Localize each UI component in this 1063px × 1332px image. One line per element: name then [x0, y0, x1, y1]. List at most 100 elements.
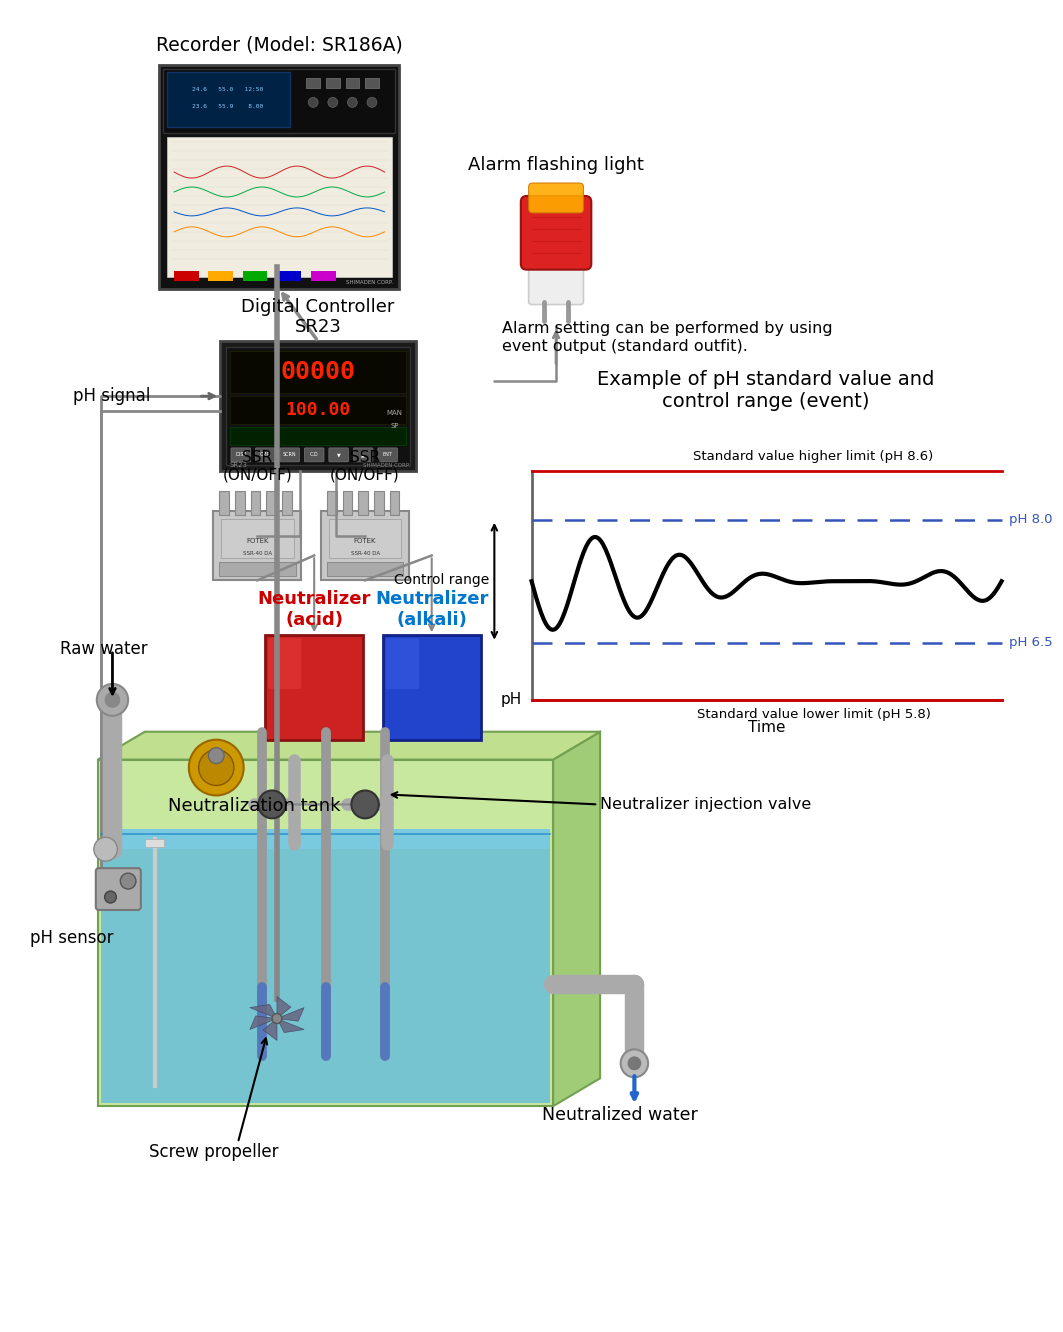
- FancyBboxPatch shape: [164, 68, 395, 133]
- Text: ▲: ▲: [361, 453, 365, 457]
- FancyBboxPatch shape: [265, 635, 364, 739]
- Text: FOTEK: FOTEK: [247, 538, 269, 543]
- Bar: [219, 562, 296, 577]
- FancyBboxPatch shape: [268, 638, 302, 689]
- Bar: [145, 839, 165, 847]
- Text: FOTEK: FOTEK: [354, 538, 376, 543]
- Text: pH 6.5: pH 6.5: [1010, 637, 1053, 649]
- Text: Neutralizer
(alkali): Neutralizer (alkali): [375, 590, 488, 629]
- Bar: [374, 490, 384, 514]
- FancyBboxPatch shape: [230, 396, 406, 424]
- Bar: [277, 270, 302, 281]
- FancyBboxPatch shape: [383, 635, 480, 739]
- Bar: [327, 562, 403, 577]
- FancyBboxPatch shape: [167, 137, 391, 277]
- Circle shape: [308, 97, 318, 108]
- Bar: [266, 490, 276, 514]
- Circle shape: [97, 683, 129, 715]
- Text: Neutralizer injection valve: Neutralizer injection valve: [601, 797, 811, 813]
- Text: SR23: SR23: [230, 462, 248, 468]
- Text: Neutralization tank: Neutralization tank: [168, 798, 341, 815]
- FancyBboxPatch shape: [328, 448, 349, 462]
- Text: 24.6   55.0   12:50: 24.6 55.0 12:50: [192, 87, 264, 92]
- Polygon shape: [250, 1004, 277, 1019]
- Circle shape: [94, 838, 117, 862]
- Text: Neutralizer
(acid): Neutralizer (acid): [257, 590, 371, 629]
- Polygon shape: [263, 1019, 277, 1040]
- Circle shape: [621, 1050, 648, 1078]
- FancyBboxPatch shape: [230, 428, 406, 445]
- Circle shape: [208, 747, 224, 763]
- Bar: [306, 79, 320, 88]
- FancyBboxPatch shape: [377, 448, 398, 462]
- Circle shape: [104, 691, 120, 707]
- Text: Alarm flashing light: Alarm flashing light: [468, 156, 644, 174]
- FancyBboxPatch shape: [304, 448, 324, 462]
- Text: ENT: ENT: [383, 453, 392, 457]
- Circle shape: [272, 1014, 282, 1023]
- FancyBboxPatch shape: [159, 64, 400, 289]
- Polygon shape: [277, 1007, 304, 1022]
- FancyBboxPatch shape: [230, 352, 406, 393]
- Bar: [219, 490, 229, 514]
- Bar: [235, 490, 244, 514]
- Text: DISP: DISP: [235, 453, 247, 457]
- Polygon shape: [277, 996, 291, 1019]
- Text: SSR-40 DA: SSR-40 DA: [351, 551, 379, 555]
- Circle shape: [352, 790, 378, 818]
- Text: pH: pH: [501, 693, 522, 707]
- Bar: [342, 490, 352, 514]
- FancyBboxPatch shape: [220, 341, 416, 470]
- Text: SP: SP: [390, 424, 399, 429]
- Text: pH 8.0: pH 8.0: [1010, 513, 1053, 526]
- FancyBboxPatch shape: [96, 868, 141, 910]
- Text: C.D: C.D: [310, 453, 319, 457]
- Circle shape: [104, 891, 116, 903]
- FancyBboxPatch shape: [386, 638, 419, 689]
- Text: SCRN: SCRN: [283, 453, 297, 457]
- FancyBboxPatch shape: [521, 196, 591, 269]
- Circle shape: [120, 874, 136, 888]
- FancyBboxPatch shape: [255, 448, 275, 462]
- Circle shape: [367, 97, 377, 108]
- Text: pH sensor: pH sensor: [30, 928, 114, 947]
- Polygon shape: [98, 731, 601, 759]
- Text: Neutralized water: Neutralized water: [542, 1106, 697, 1124]
- Text: CMP: CMP: [260, 453, 270, 457]
- Text: Screw propeller: Screw propeller: [149, 1143, 279, 1162]
- Bar: [389, 490, 400, 514]
- Text: Control range: Control range: [394, 573, 489, 587]
- Bar: [282, 490, 291, 514]
- Text: Raw water: Raw water: [60, 641, 147, 658]
- Text: 100.00: 100.00: [286, 401, 351, 420]
- Bar: [358, 490, 368, 514]
- Text: Time: Time: [748, 719, 786, 735]
- Bar: [328, 518, 402, 558]
- Bar: [221, 518, 293, 558]
- Text: Digital Controller
SR23: Digital Controller SR23: [241, 297, 394, 337]
- Circle shape: [199, 750, 234, 786]
- Bar: [345, 79, 359, 88]
- Text: SHIMADEN CORP.: SHIMADEN CORP.: [347, 280, 393, 285]
- Text: SSR
(ON/OFF): SSR (ON/OFF): [222, 450, 292, 482]
- Polygon shape: [553, 731, 601, 1106]
- FancyBboxPatch shape: [98, 759, 553, 1106]
- FancyBboxPatch shape: [167, 72, 290, 128]
- FancyBboxPatch shape: [321, 510, 409, 581]
- Bar: [242, 270, 267, 281]
- Text: 00000: 00000: [281, 360, 356, 384]
- Text: 23.6   55.9    8.00: 23.6 55.9 8.00: [192, 104, 264, 109]
- FancyBboxPatch shape: [214, 510, 302, 581]
- Bar: [327, 490, 337, 514]
- Text: ▼: ▼: [337, 453, 340, 457]
- Circle shape: [189, 739, 243, 795]
- Polygon shape: [277, 1019, 304, 1032]
- Text: pH signal: pH signal: [73, 388, 151, 405]
- Bar: [174, 270, 199, 281]
- Text: Alarm setting can be performed by using
event output (standard outfit).: Alarm setting can be performed by using …: [502, 321, 832, 354]
- FancyBboxPatch shape: [231, 448, 251, 462]
- Text: SSR
(ON/OFF): SSR (ON/OFF): [331, 450, 400, 482]
- Text: Standard value lower limit (pH 5.8): Standard value lower limit (pH 5.8): [696, 707, 930, 721]
- Bar: [311, 270, 336, 281]
- Text: Recorder (Model: SR186A): Recorder (Model: SR186A): [155, 36, 402, 55]
